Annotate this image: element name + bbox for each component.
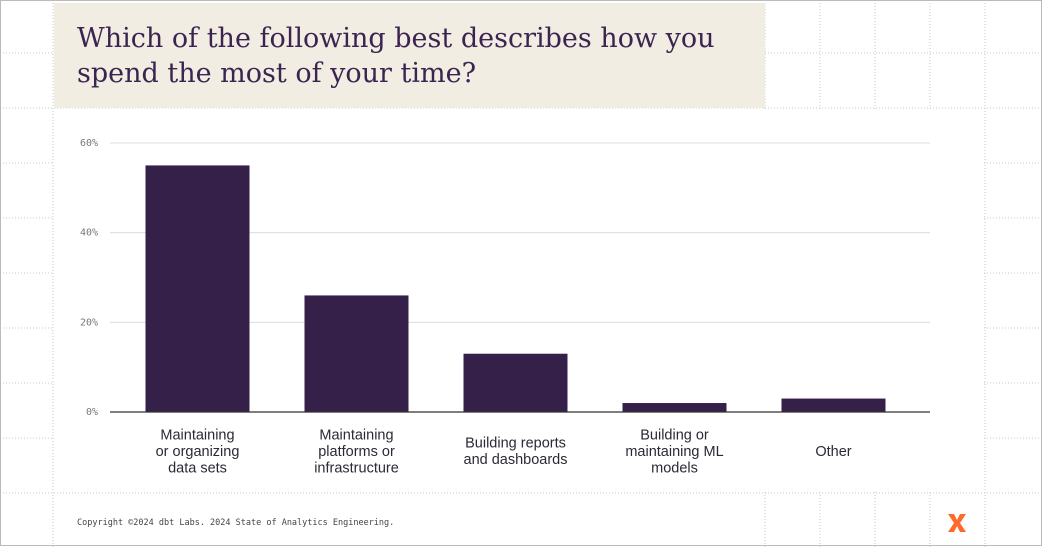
y-tick-label: 0% — [86, 407, 98, 418]
title-line: Which of the following best describes ho… — [77, 23, 715, 54]
x-tick-label: platforms or — [318, 444, 395, 460]
footer: Copyright ©2024 dbt Labs. 2024 State of … — [77, 518, 394, 528]
logo — [948, 514, 966, 532]
x-tick-label: infrastructure — [314, 460, 399, 476]
x-tick-label: data sets — [168, 460, 227, 476]
bar — [781, 398, 886, 412]
y-tick-label: 20% — [80, 317, 98, 328]
x-tick-label: or organizing — [156, 444, 240, 460]
x-tick-label: Building reports — [465, 436, 566, 452]
bar — [145, 165, 250, 412]
x-tick-label: Other — [815, 444, 851, 460]
y-tick-label: 40% — [80, 228, 98, 239]
x-tick-label: Maintaining — [160, 427, 234, 443]
bar — [463, 353, 568, 412]
x-tick-label: and dashboards — [464, 452, 568, 468]
title-box — [54, 3, 765, 108]
x-tick-label: Maintaining — [319, 427, 393, 443]
bar — [622, 403, 727, 412]
title-line: spend the most of your time? — [77, 58, 476, 89]
x-tick-label: models — [651, 460, 698, 476]
bar — [304, 295, 409, 412]
x-tick-label: maintaining ML — [625, 444, 723, 460]
x-tick-label: Building or — [640, 427, 709, 443]
y-tick-label: 60% — [80, 138, 98, 149]
